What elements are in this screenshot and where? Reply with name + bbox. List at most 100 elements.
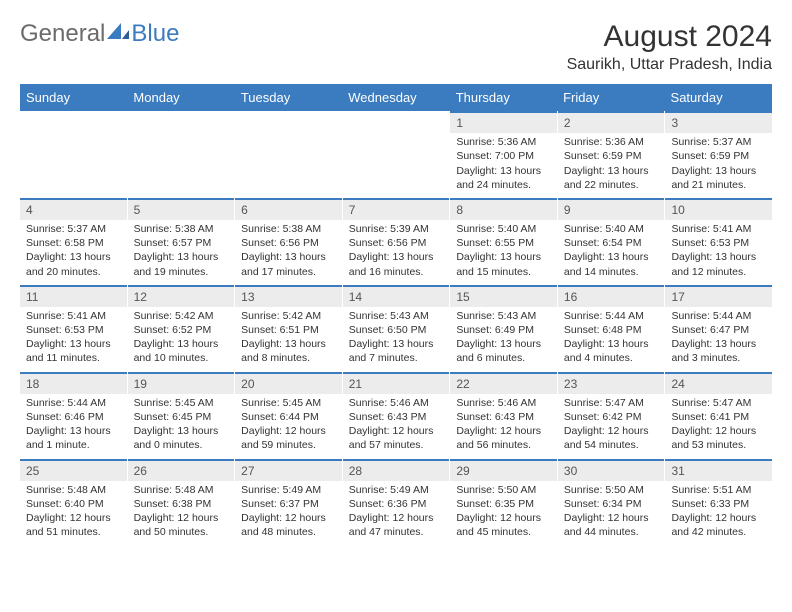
daylight-text: Daylight: 13 hours and 1 minute. (26, 424, 121, 452)
calendar: Sunday Monday Tuesday Wednesday Thursday… (20, 84, 772, 545)
calendar-cell: 10Sunrise: 5:41 AMSunset: 6:53 PMDayligh… (665, 198, 772, 285)
sunrise-text: Sunrise: 5:49 AM (349, 483, 444, 497)
day-number: 3 (665, 111, 772, 133)
daylight-text: Daylight: 12 hours and 45 minutes. (456, 511, 551, 539)
logo: General Blue (20, 20, 179, 48)
daylight-text: Daylight: 12 hours and 47 minutes. (349, 511, 444, 539)
calendar-cell: 17Sunrise: 5:44 AMSunset: 6:47 PMDayligh… (665, 285, 772, 372)
daylight-text: Daylight: 13 hours and 22 minutes. (564, 164, 659, 192)
sunrise-text: Sunrise: 5:43 AM (456, 309, 551, 323)
daylight-text: Daylight: 12 hours and 59 minutes. (241, 424, 336, 452)
cell-body: Sunrise: 5:37 AMSunset: 6:58 PMDaylight:… (20, 220, 127, 285)
sunrise-text: Sunrise: 5:38 AM (134, 222, 229, 236)
calendar-cell: 15 Sunrise: 5:43 AMSunset: 6:49 PMDayligh… (450, 285, 558, 372)
day-number: 13 (235, 285, 342, 307)
day-number: 12 (128, 285, 235, 307)
logo-text-general: General (20, 20, 105, 48)
day-number (235, 111, 342, 133)
calendar-cell: 3Sunrise: 5:37 AMSunset: 6:59 PMDaylight… (665, 111, 772, 198)
calendar-cell: 27Sunrise: 5:49 AMSunset: 6:37 PMDayligh… (235, 459, 343, 546)
sunset-text: Sunset: 6:40 PM (26, 497, 121, 511)
cell-body: Sunrise: 5:40 AMSunset: 6:54 PMDaylight:… (558, 220, 665, 285)
sunrise-text: Sunrise: 5:40 AM (456, 222, 551, 236)
daylight-text: Daylight: 13 hours and 8 minutes. (241, 337, 336, 365)
calendar-cell: 31Sunrise: 5:51 AMSunset: 6:33 PMDayligh… (665, 459, 772, 546)
daylight-text: Daylight: 13 hours and 19 minutes. (134, 250, 229, 278)
day-number: 27 (235, 459, 342, 481)
sunset-text: Sunset: 6:34 PM (564, 497, 659, 511)
day-number: 10 (665, 198, 772, 220)
sunrise-text: Sunrise: 5:47 AM (671, 396, 766, 410)
calendar-cell: 14Sunrise: 5:43 AMSunset: 6:50 PMDayligh… (343, 285, 451, 372)
day-number: 28 (343, 459, 450, 481)
day-number: 24 (665, 372, 772, 394)
daylight-text: Daylight: 13 hours and 6 minutes. (456, 337, 551, 365)
cell-body (343, 133, 450, 141)
sunset-text: Sunset: 6:59 PM (671, 149, 766, 163)
sunset-text: Sunset: 6:49 PM (456, 323, 551, 337)
cell-body: Sunrise: 5:47 AMSunset: 6:42 PMDaylight:… (558, 394, 665, 459)
sunrise-text: Sunrise: 5:36 AM (564, 135, 659, 149)
calendar-cell (20, 111, 128, 198)
sunset-text: Sunset: 6:48 PM (564, 323, 659, 337)
sunset-text: Sunset: 7:00 PM (456, 149, 551, 163)
day-number: 9 (558, 198, 665, 220)
cell-body: Sunrise: 5:46 AMSunset: 6:43 PMDaylight:… (450, 394, 557, 459)
sunset-text: Sunset: 6:53 PM (671, 236, 766, 250)
day-number: 21 (343, 372, 450, 394)
daylight-text: Daylight: 13 hours and 17 minutes. (241, 250, 336, 278)
calendar-cell (128, 111, 236, 198)
weekday-header: Sunday (20, 84, 127, 111)
calendar-cell: 18Sunrise: 5:44 AMSunset: 6:46 PMDayligh… (20, 372, 128, 459)
sunset-text: Sunset: 6:52 PM (134, 323, 229, 337)
daylight-text: Daylight: 12 hours and 51 minutes. (26, 511, 121, 539)
day-number: 23 (558, 372, 665, 394)
cell-body: Sunrise: 5:37 AMSunset: 6:59 PMDaylight:… (665, 133, 772, 198)
cell-body: Sunrise: 5:43 AMSunset: 6:50 PMDaylight:… (343, 307, 450, 372)
cell-body: Sunrise: 5:36 AMSunset: 7:00 PMDaylight:… (450, 133, 557, 198)
day-number: 2 (558, 111, 665, 133)
calendar-cell: 11Sunrise: 5:41 AMSunset: 6:53 PMDayligh… (20, 285, 128, 372)
calendar-cell: 4Sunrise: 5:37 AMSunset: 6:58 PMDaylight… (20, 198, 128, 285)
day-number: 29 (450, 459, 557, 481)
calendar-cell: 8Sunrise: 5:40 AMSunset: 6:55 PMDaylight… (450, 198, 558, 285)
sunset-text: Sunset: 6:38 PM (134, 497, 229, 511)
sunrise-text: Sunrise: 5:44 AM (564, 309, 659, 323)
daylight-text: Daylight: 13 hours and 0 minutes. (134, 424, 229, 452)
daylight-text: Daylight: 13 hours and 11 minutes. (26, 337, 121, 365)
sunset-text: Sunset: 6:58 PM (26, 236, 121, 250)
sunset-text: Sunset: 6:35 PM (456, 497, 551, 511)
cell-body: Sunrise: 5:41 AMSunset: 6:53 PMDaylight:… (20, 307, 127, 372)
cell-body: Sunrise: 5:45 AMSunset: 6:45 PMDaylight:… (128, 394, 235, 459)
daylight-text: Daylight: 13 hours and 12 minutes. (671, 250, 766, 278)
cell-body: Sunrise: 5:48 AMSunset: 6:38 PMDaylight:… (128, 481, 235, 546)
daylight-text: Daylight: 13 hours and 10 minutes. (134, 337, 229, 365)
sunrise-text: Sunrise: 5:50 AM (564, 483, 659, 497)
page-title: August 2024 (567, 20, 772, 54)
sunset-text: Sunset: 6:43 PM (349, 410, 444, 424)
day-number: 15 (450, 285, 557, 307)
header: General Blue August 2024 Saurikh, Uttar … (20, 20, 772, 74)
sunset-text: Sunset: 6:47 PM (671, 323, 766, 337)
calendar-cell: 21Sunrise: 5:46 AMSunset: 6:43 PMDayligh… (343, 372, 451, 459)
sunrise-text: Sunrise: 5:42 AM (241, 309, 336, 323)
daylight-text: Daylight: 13 hours and 14 minutes. (564, 250, 659, 278)
sunrise-text: Sunrise: 5:39 AM (349, 222, 444, 236)
calendar-week: 11Sunrise: 5:41 AMSunset: 6:53 PMDayligh… (20, 285, 772, 372)
calendar-week: 25Sunrise: 5:48 AMSunset: 6:40 PMDayligh… (20, 459, 772, 546)
sunset-text: Sunset: 6:56 PM (241, 236, 336, 250)
cell-body: Sunrise: 5:44 AMSunset: 6:46 PMDaylight:… (20, 394, 127, 459)
daylight-text: Daylight: 13 hours and 16 minutes. (349, 250, 444, 278)
day-number: 31 (665, 459, 772, 481)
weekday-header: Monday (127, 84, 234, 111)
cell-body: Sunrise: 5:49 AMSunset: 6:37 PMDaylight:… (235, 481, 342, 546)
sunrise-text: Sunrise: 5:40 AM (564, 222, 659, 236)
cell-body: Sunrise: 5:46 AMSunset: 6:43 PMDaylight:… (343, 394, 450, 459)
day-number: 4 (20, 198, 127, 220)
sunrise-text: Sunrise: 5:37 AM (671, 135, 766, 149)
cell-body (20, 133, 127, 141)
sunrise-text: Sunrise: 5:41 AM (26, 309, 121, 323)
daylight-text: Daylight: 12 hours and 42 minutes. (671, 511, 766, 539)
calendar-cell (343, 111, 451, 198)
sunrise-text: Sunrise: 5:48 AM (26, 483, 121, 497)
